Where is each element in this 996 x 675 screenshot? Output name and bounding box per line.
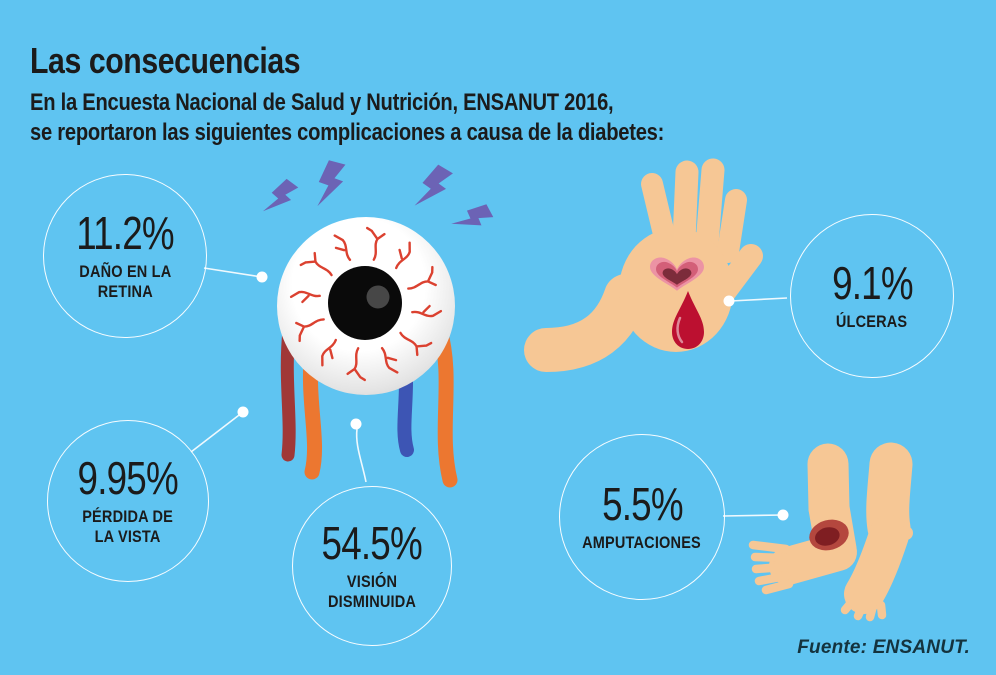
right-foot bbox=[840, 442, 913, 622]
connector-lines bbox=[190, 267, 788, 517]
toe bbox=[754, 571, 791, 586]
ankle-bump bbox=[899, 526, 913, 540]
toe bbox=[865, 601, 878, 622]
hand-finger bbox=[672, 160, 699, 252]
connector-line-amputaciones bbox=[722, 514, 784, 517]
stat-value-ulceras: 9.1% bbox=[831, 257, 913, 309]
blood-drop bbox=[672, 291, 704, 349]
toe bbox=[876, 600, 887, 620]
toe bbox=[761, 579, 794, 595]
eye-illustration bbox=[261, 159, 495, 488]
pupil bbox=[328, 266, 402, 340]
toe bbox=[840, 593, 860, 615]
pupil-highlight bbox=[366, 285, 390, 309]
subtitle: En la Encuesta Nacional de Salud y Nutri… bbox=[30, 88, 664, 148]
lightning-bolt-icon bbox=[261, 175, 300, 221]
blood-drop-highlight bbox=[676, 316, 684, 344]
toe bbox=[853, 598, 869, 621]
toe bbox=[750, 552, 789, 563]
stat-label-retina: DAÑO EN LA RETINA bbox=[78, 263, 172, 301]
stat-bubble-vista: 9.95% PÉRDIDA DE LA VISTA bbox=[47, 420, 209, 582]
toe bbox=[748, 540, 791, 554]
stat-bubble-ulceras: 9.1% ÚLCERAS bbox=[790, 214, 954, 378]
subtitle-line-1: En la Encuesta Nacional de Salud y Nutri… bbox=[30, 89, 614, 116]
connector-dot bbox=[777, 509, 789, 521]
stat-bubble-retina: 11.2% DAÑO EN LA RETINA bbox=[43, 174, 207, 338]
connector-dot bbox=[350, 418, 362, 430]
connector-dot bbox=[723, 295, 735, 307]
source-credit: Fuente: ENSANUT. bbox=[797, 637, 970, 658]
stat-label-vista: PÉRDIDA DE LA VISTA bbox=[82, 508, 174, 546]
stat-value-vision: 54.5% bbox=[321, 517, 423, 569]
subtitle-line-2: se reportaron las siguientes complicacio… bbox=[30, 119, 665, 146]
header: Las consecuencias En la Encuesta Naciona… bbox=[30, 40, 785, 148]
stat-label-vision: VISIÓN DISMINUIDA bbox=[327, 573, 417, 611]
hand-arm bbox=[524, 274, 648, 372]
connector-line-vision bbox=[355, 428, 367, 483]
hand-finger bbox=[717, 189, 747, 263]
foot-wound bbox=[809, 519, 849, 551]
hand-finger bbox=[641, 173, 674, 241]
hand-palm bbox=[619, 228, 733, 352]
stat-value-amputaciones: 5.5% bbox=[601, 478, 683, 530]
lightning-bolt-icon bbox=[450, 199, 495, 240]
page-title: Las consecuencias bbox=[30, 40, 301, 81]
lightning-bolt-icon bbox=[315, 159, 346, 210]
connector-line-ulceras bbox=[730, 297, 788, 302]
connector-line-retina bbox=[203, 267, 263, 278]
connector-dot bbox=[256, 271, 268, 283]
feet-illustration bbox=[748, 442, 913, 622]
toe bbox=[751, 562, 789, 574]
stat-bubble-amputaciones: 5.5% AMPUTACIONES bbox=[559, 434, 725, 600]
stat-label-ulceras: ÚLCERAS bbox=[836, 313, 908, 331]
hand-finger bbox=[695, 158, 725, 256]
lightning-bolt-icon bbox=[412, 161, 454, 215]
connector-line-vista bbox=[190, 411, 244, 453]
stat-bubble-vision: 54.5% VISIÓN DISMINUIDA bbox=[292, 486, 452, 646]
stat-value-retina: 11.2% bbox=[76, 207, 174, 259]
stat-value-vista: 9.95% bbox=[77, 452, 179, 504]
connector-dot bbox=[237, 406, 249, 418]
stat-label-amputaciones: AMPUTACIONES bbox=[582, 534, 702, 552]
hand-illustration bbox=[524, 158, 763, 372]
connector-dots bbox=[237, 271, 789, 521]
